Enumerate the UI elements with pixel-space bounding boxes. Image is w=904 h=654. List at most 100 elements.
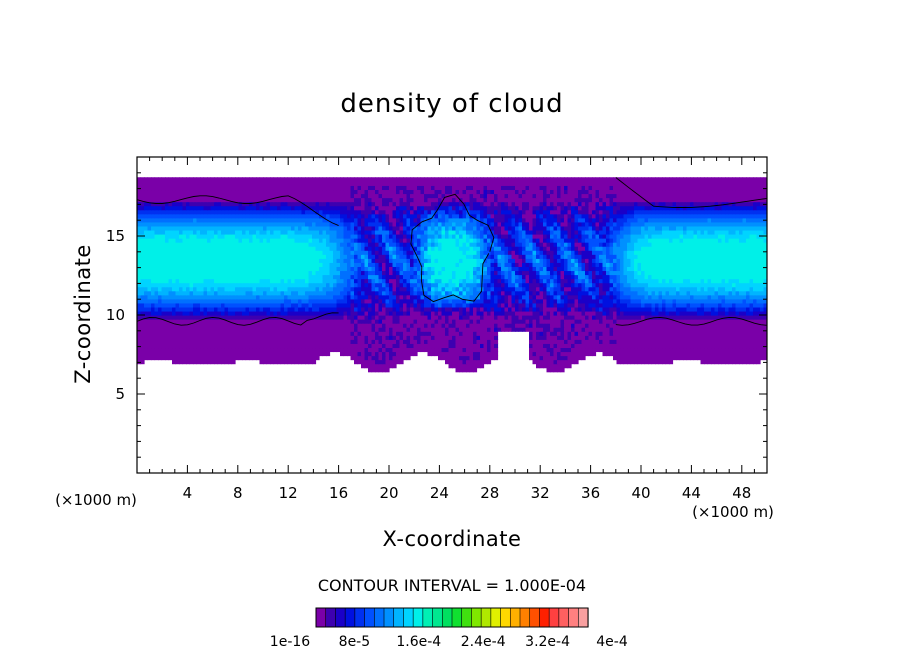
field-cell (756, 298, 761, 304)
field-cell (543, 306, 548, 312)
field-cell (536, 282, 541, 288)
field-cell (182, 339, 187, 344)
field-cell (480, 327, 485, 332)
field-cell (434, 302, 439, 308)
field-cell (224, 331, 229, 336)
field-cell (753, 335, 758, 340)
field-cell (294, 315, 299, 320)
field-cell (518, 266, 523, 272)
field-cell (329, 282, 334, 288)
field-cell (140, 339, 145, 344)
field-cell (504, 290, 509, 296)
field-cell (595, 298, 600, 304)
field-cell (172, 323, 177, 328)
field-cell (676, 310, 681, 316)
field-cell (630, 262, 635, 267)
field-cell (655, 302, 660, 308)
field-cell (175, 270, 180, 276)
field-cell (140, 343, 145, 349)
field-cell (630, 306, 635, 312)
field-cell (277, 343, 282, 349)
field-cell (249, 298, 254, 304)
field-cell (550, 254, 555, 259)
field-cell (378, 339, 383, 344)
field-cell (277, 298, 282, 304)
field-cell (343, 310, 348, 316)
field-cell (637, 262, 642, 267)
field-cell (252, 266, 257, 272)
field-cell (354, 246, 359, 251)
field-cell (347, 323, 352, 328)
field-cell (382, 355, 387, 361)
field-cell (641, 274, 646, 280)
field-cell (396, 286, 401, 292)
field-cell (683, 331, 688, 336)
field-cell (697, 327, 702, 332)
field-cell (725, 258, 730, 263)
field-cell (459, 315, 464, 320)
field-cell (375, 250, 380, 255)
field-cell (574, 250, 579, 255)
field-cell (172, 278, 177, 284)
field-cell (336, 262, 341, 267)
field-cell (707, 339, 712, 344)
field-cell (378, 331, 383, 336)
field-cell (620, 310, 625, 316)
field-cell (266, 246, 271, 251)
field-cell (308, 254, 313, 259)
field-cell (578, 339, 583, 344)
field-cell (690, 266, 695, 272)
field-cell (739, 351, 744, 357)
field-cell (221, 310, 226, 316)
field-cell (382, 367, 387, 373)
field-cell (354, 250, 359, 255)
field-cell (473, 254, 478, 259)
field-cell (319, 315, 324, 320)
field-cell (427, 266, 432, 272)
field-cell (287, 347, 292, 353)
field-cell (679, 262, 684, 267)
field-cell (392, 302, 397, 308)
field-cell (466, 254, 471, 259)
field-cell (487, 306, 492, 312)
field-cell (427, 327, 432, 332)
field-cell (210, 339, 215, 344)
field-cell (371, 282, 376, 288)
field-cell (690, 282, 695, 288)
field-cell (550, 270, 555, 276)
field-cell (256, 262, 261, 267)
field-cell (284, 270, 289, 276)
field-cell (455, 367, 460, 373)
field-cell (158, 274, 163, 280)
field-cell (448, 323, 453, 328)
field-cell (158, 335, 163, 340)
field-cell (235, 278, 240, 284)
field-cell (700, 327, 705, 332)
field-cell (315, 294, 320, 300)
field-cell (186, 310, 191, 316)
field-cell (714, 315, 719, 320)
field-cell (385, 306, 390, 312)
field-cell (403, 347, 408, 353)
field-cell (399, 315, 404, 320)
field-cell (322, 258, 327, 263)
field-cell (749, 323, 754, 328)
field-cell (602, 270, 607, 276)
field-cell (480, 347, 485, 353)
field-cell (676, 290, 681, 296)
field-cell (515, 294, 520, 300)
field-cell (182, 266, 187, 272)
field-cell (410, 282, 415, 288)
field-cell (392, 319, 397, 324)
field-cell (613, 274, 618, 280)
field-cell (193, 270, 198, 276)
field-cell (746, 323, 751, 328)
field-cell (235, 302, 240, 308)
field-cell (210, 327, 215, 332)
field-cell (137, 335, 142, 340)
field-cell (410, 290, 415, 296)
field-cell (340, 315, 345, 320)
field-cell (231, 343, 236, 349)
field-cell (707, 310, 712, 316)
field-cell (574, 339, 579, 344)
